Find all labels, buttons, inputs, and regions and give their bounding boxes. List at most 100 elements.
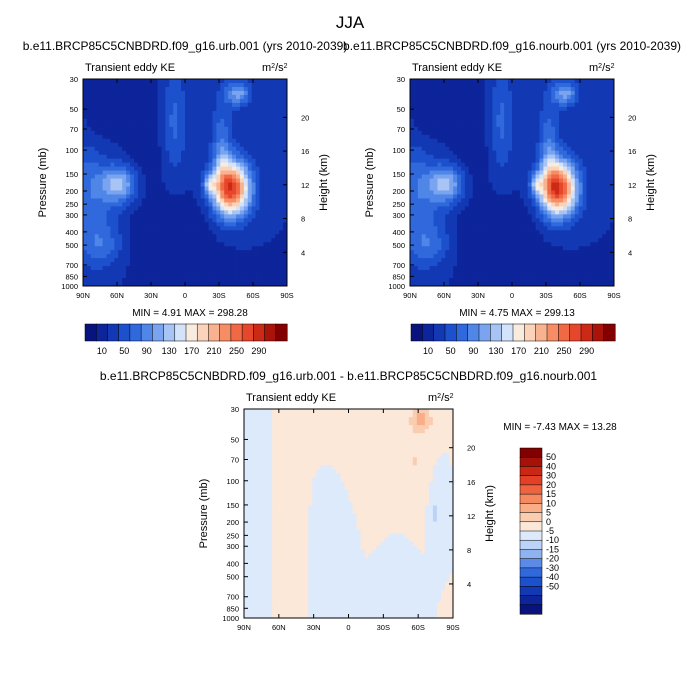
contour-cell	[468, 278, 474, 283]
contour-cell	[500, 79, 505, 84]
contour-cell	[449, 122, 454, 128]
contour-cell	[122, 202, 127, 207]
contour-cell	[433, 214, 439, 219]
contour-cell	[519, 254, 525, 259]
contour-cell	[555, 110, 560, 116]
contour-cell	[492, 198, 497, 203]
contour-cell	[263, 202, 268, 207]
contour-cell	[102, 234, 108, 239]
contour-cell	[492, 98, 497, 104]
contour-cell	[441, 134, 446, 140]
contour-cell	[157, 222, 163, 227]
contour-cell	[421, 94, 427, 100]
contour-cell	[563, 282, 568, 286]
contour-cell	[161, 138, 166, 144]
contour-cell	[200, 262, 206, 267]
contour-cell	[224, 182, 229, 188]
contour-cell	[457, 182, 462, 188]
contour-cell	[177, 154, 182, 160]
contour-cell	[551, 126, 556, 132]
contour-cell	[114, 262, 119, 267]
contour-cell	[165, 186, 170, 192]
contour-cell	[445, 206, 450, 211]
contour-cell	[496, 82, 501, 88]
contour-cell	[251, 118, 257, 124]
contour-cell	[118, 106, 123, 112]
contour-cell	[563, 154, 568, 160]
contour-cell	[239, 266, 245, 271]
contour-cell	[118, 242, 123, 247]
contour-cell	[83, 182, 88, 188]
contour-cell	[212, 158, 217, 164]
contour-cell	[531, 166, 537, 172]
contour-cell	[90, 178, 96, 184]
contour-cell	[559, 150, 564, 156]
contour-cell	[239, 250, 245, 255]
contour-cell	[232, 82, 237, 88]
figure-title: JJA	[336, 13, 365, 32]
contour-cell	[449, 270, 454, 275]
contour-cell	[523, 174, 529, 180]
contour-cell	[425, 206, 431, 211]
contour-cell	[196, 134, 202, 140]
contour-cell	[279, 250, 284, 255]
contour-cell	[527, 166, 533, 172]
contour-cell	[169, 262, 174, 267]
contour-cell	[441, 94, 446, 100]
contour-cell	[500, 262, 505, 267]
contour-cell	[523, 126, 529, 132]
contour-cell	[165, 130, 170, 136]
contour-cell	[137, 270, 143, 275]
contour-cell	[181, 86, 186, 92]
contour-cell	[531, 222, 537, 227]
contour-cell	[519, 146, 525, 152]
contour-cell	[410, 202, 415, 207]
contour-cell	[441, 262, 446, 267]
contour-cell	[145, 274, 151, 279]
contour-cell	[130, 106, 135, 112]
contour-cell	[165, 174, 170, 180]
contour-cell	[527, 214, 533, 219]
contour-cell	[173, 162, 178, 168]
contour-cell	[243, 114, 249, 120]
contour-cell	[216, 186, 221, 192]
contour-cell	[267, 190, 272, 196]
contour-cell	[251, 174, 257, 180]
contour-cell	[559, 182, 564, 188]
contour-cell	[208, 138, 214, 144]
contour-cell	[263, 210, 268, 215]
contour-cell	[137, 174, 143, 180]
contour-cell	[188, 186, 194, 192]
contour-cell	[177, 106, 182, 112]
contour-cell	[457, 114, 462, 120]
contour-cell	[188, 190, 194, 196]
contour-cell	[504, 174, 509, 180]
contour-cell	[98, 222, 104, 227]
contour-cell	[275, 82, 280, 88]
contour-cell	[484, 214, 490, 219]
contour-cell	[118, 90, 123, 96]
contour-cell	[232, 126, 237, 132]
contour-cell	[204, 250, 210, 255]
colorbar-swatch	[264, 323, 277, 342]
contour-cell	[570, 154, 576, 160]
contour-cell	[177, 266, 182, 271]
contour-cell	[457, 202, 462, 207]
contour-cell	[102, 130, 108, 136]
contour-cell	[512, 79, 517, 84]
contour-cell	[216, 202, 221, 207]
contour-cell	[429, 102, 435, 108]
contour-cell	[224, 150, 229, 156]
contour-cell	[134, 110, 139, 116]
contour-cell	[547, 258, 552, 263]
contour-cell	[177, 122, 182, 128]
contour-cell	[236, 98, 241, 104]
contour-cell	[547, 162, 552, 168]
contour-cell	[555, 190, 560, 196]
contour-cell	[570, 190, 576, 196]
contour-cell	[177, 79, 182, 84]
contour-cell	[102, 142, 108, 148]
contour-cell	[110, 274, 115, 279]
contour-cell	[279, 114, 284, 120]
contour-cell	[508, 146, 513, 152]
